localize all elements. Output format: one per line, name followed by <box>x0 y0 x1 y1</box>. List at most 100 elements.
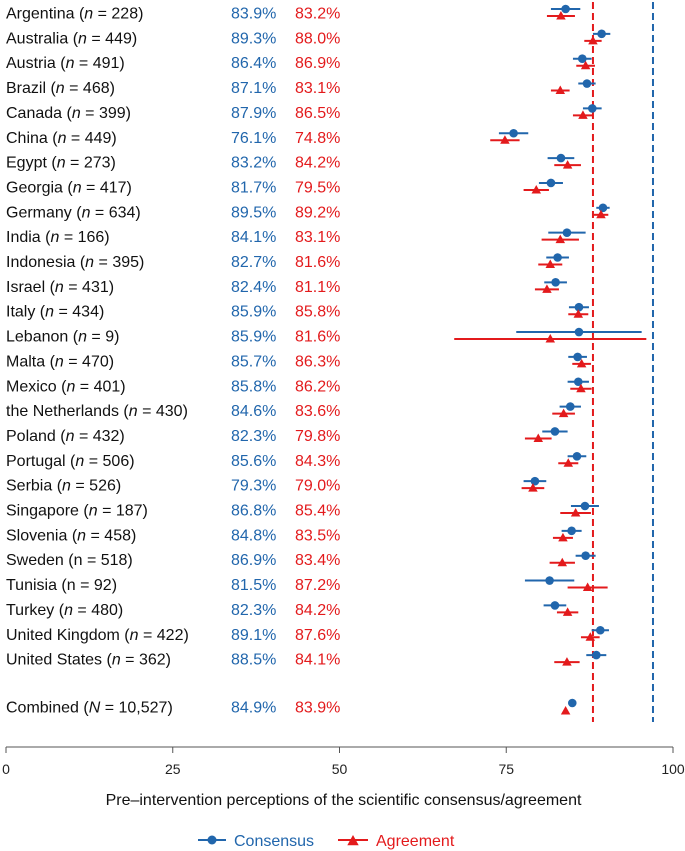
consensus-point <box>572 452 582 461</box>
n-symbol: n <box>129 403 138 420</box>
agreement-point <box>596 209 606 219</box>
country-name: Argentina ( <box>6 6 85 23</box>
agreement-point <box>580 60 591 70</box>
n-symbol: n <box>66 55 75 72</box>
x-tick-label: 25 <box>165 761 181 777</box>
consensus-point <box>556 153 566 163</box>
n-symbol: n <box>72 105 81 122</box>
consensus-value: 81.5% <box>231 577 276 594</box>
agreement-value: 83.6% <box>295 403 340 420</box>
row-label: Indonesia (n = 395) <box>6 254 144 271</box>
consensus-value: 84.6% <box>231 403 276 420</box>
consensus-value: 82.3% <box>231 602 276 619</box>
agreement-point <box>576 383 586 393</box>
consensus-value: 85.7% <box>231 353 276 370</box>
consensus-value: 84.9% <box>231 700 276 717</box>
agreement-value: 85.8% <box>295 304 340 321</box>
agreement-point <box>558 532 568 542</box>
consensus-value: 82.7% <box>231 254 276 271</box>
country-name: Malta ( <box>6 353 56 370</box>
n-value: = 422) <box>139 627 189 644</box>
consensus-point <box>545 576 554 585</box>
agreement-point <box>557 557 568 567</box>
agreement-value: 84.3% <box>295 453 340 470</box>
n-value: = 362) <box>121 652 171 669</box>
country-name: Canada ( <box>6 105 72 122</box>
agreement-value: 81.6% <box>295 329 340 346</box>
n-value: = 468) <box>65 80 115 97</box>
consensus-value: 89.3% <box>231 30 276 47</box>
row-label: Germany (n = 634) <box>6 204 141 221</box>
x-tick-label: 50 <box>332 761 348 777</box>
agreement-value: 83.5% <box>295 527 340 544</box>
row-label: Argentina (n = 228) <box>6 6 143 23</box>
country-name: Mexico ( <box>6 378 67 395</box>
agreement-value: 83.1% <box>295 229 340 246</box>
consensus-point <box>550 601 560 610</box>
consensus-value: 83.9% <box>231 6 276 23</box>
agreement-point <box>582 582 593 592</box>
n-value: = 480) <box>73 602 123 619</box>
consensus-point <box>580 501 590 511</box>
country-name: China ( <box>6 130 58 147</box>
row-label: the Netherlands (n = 430) <box>6 403 188 420</box>
n-symbol: n <box>85 254 94 271</box>
x-tick-label: 100 <box>661 761 685 777</box>
country-name: Turkey ( <box>6 602 65 619</box>
n-value: = 9) <box>87 329 119 346</box>
agreement-value: 86.3% <box>295 353 340 370</box>
n-symbol: n <box>75 453 84 470</box>
country-name: Lebanon ( <box>6 329 79 346</box>
n-symbol: n <box>130 627 139 644</box>
country-name: Georgia ( <box>6 179 73 196</box>
row-label: Mexico (n = 401) <box>6 378 126 395</box>
agreement-point <box>500 135 510 144</box>
n-symbol: n <box>64 602 73 619</box>
n-value: = 92) <box>76 577 117 594</box>
consensus-point <box>550 427 560 436</box>
marks-layer <box>454 4 647 715</box>
legend-agreement-label: Agreement <box>376 833 455 850</box>
country-name: Sweden ( <box>6 552 74 569</box>
country-name: Portugal ( <box>6 453 76 470</box>
agreement-point <box>556 11 566 20</box>
agreement-value: 79.8% <box>295 428 340 445</box>
agreement-value: 89.2% <box>295 204 340 221</box>
agreement-point <box>578 110 588 119</box>
combined-agreement-point <box>560 706 571 715</box>
n-symbol: n <box>89 503 98 520</box>
legend: Consensus Agreement <box>198 833 455 850</box>
agreement-value: 86.9% <box>295 55 340 72</box>
country-name: Brazil ( <box>6 80 56 97</box>
agreement-point <box>533 433 544 442</box>
consensus-value: 86.8% <box>231 503 276 520</box>
consensus-value: 85.6% <box>231 453 276 470</box>
country-name: United States ( <box>6 652 113 669</box>
consensus-value: 76.1% <box>231 130 276 147</box>
n-symbol: n <box>50 229 59 246</box>
country-name: United Kingdom ( <box>6 627 130 644</box>
n-symbol: N <box>89 700 101 717</box>
country-name: Tunisia ( <box>6 577 67 594</box>
agreement-point <box>555 85 566 95</box>
consensus-value: 87.1% <box>231 80 276 97</box>
n-value: = 449) <box>66 130 116 147</box>
n-symbol: n <box>78 329 87 346</box>
row-label: Canada (n = 399) <box>6 105 131 122</box>
n-value: = 417) <box>82 179 132 196</box>
row-label: China (n = 449) <box>6 130 117 147</box>
country-name: Slovenia ( <box>6 527 78 544</box>
agreement-point <box>570 508 581 517</box>
consensus-point <box>562 228 572 237</box>
n-value: = 432) <box>75 428 125 445</box>
x-tick-label: 75 <box>498 761 514 777</box>
consensus-point <box>591 650 601 660</box>
agreement-value: 83.1% <box>295 80 340 97</box>
agreement-point <box>573 309 584 318</box>
consensus-point <box>574 302 584 312</box>
consensus-point <box>561 4 570 14</box>
agreement-value: 84.2% <box>295 155 340 172</box>
n-value: = 401) <box>75 378 125 395</box>
consensus-point <box>595 625 605 635</box>
row-label: Austria (n = 491) <box>6 55 125 72</box>
